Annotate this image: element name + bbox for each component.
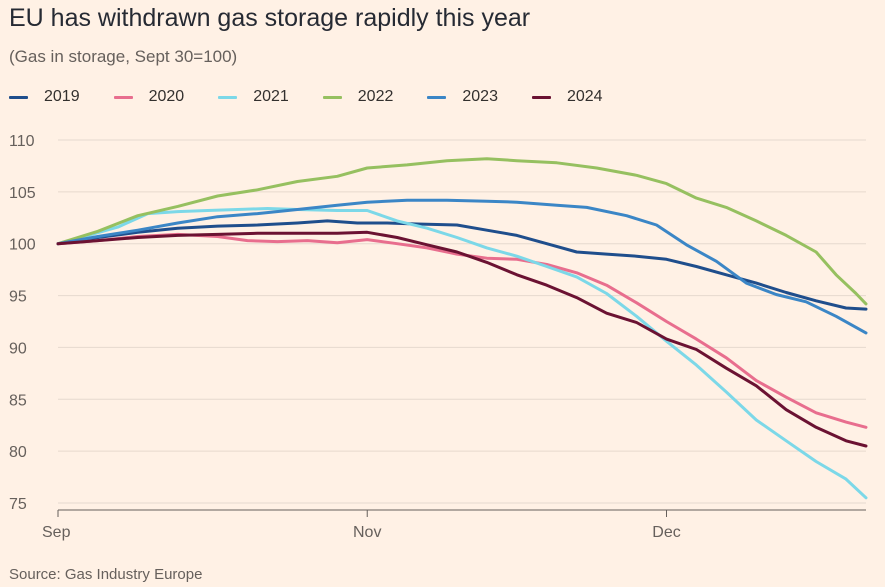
chart-subtitle: (Gas in storage, Sept 30=100) (9, 47, 238, 66)
legend-label: 2021 (253, 88, 289, 105)
legend-item-2021: 2021 (218, 88, 289, 106)
source-note: Source: Gas Industry Europe (9, 566, 203, 583)
legend-item-2024: 2024 (531, 88, 603, 106)
series-line-2020 (56, 232, 868, 429)
y-tick-label: 80 (9, 444, 27, 461)
series-line-2024 (56, 230, 868, 448)
y-tick-label: 110 (9, 133, 35, 150)
legend-item-2020: 2020 (113, 88, 185, 106)
y-tick-label: 95 (9, 289, 27, 306)
y-tick-label: 75 (9, 496, 27, 513)
legend-swatch (9, 95, 28, 99)
legend-item-2019: 2019 (9, 88, 80, 106)
legend-label: 2023 (462, 88, 498, 105)
x-tick-label: Nov (353, 524, 381, 541)
legend-label: 2020 (148, 88, 185, 105)
y-tick-label: 85 (9, 392, 27, 409)
series-line-2022 (56, 157, 868, 306)
series-line-2023 (56, 198, 868, 335)
series-line-2019 (56, 219, 868, 311)
y-tick-label: 90 (9, 340, 27, 357)
y-tick-label: 100 (9, 237, 36, 254)
legend-item-2022: 2022 (322, 88, 394, 106)
legend-label: 2022 (357, 88, 394, 105)
series-lines (56, 157, 868, 500)
gridlines (58, 139, 866, 504)
x-axis: Sep Nov Dec (42, 509, 866, 541)
legend-swatch (113, 95, 133, 99)
y-axis-ticks: 75 80 85 90 95 100 105 110 (9, 133, 36, 513)
series-line-2021 (56, 207, 868, 500)
legend-label: 2019 (44, 88, 80, 105)
chart-title: EU has withdrawn gas storage rapidly thi… (9, 4, 531, 32)
legend-swatch (531, 95, 551, 99)
legend-swatch (218, 95, 238, 99)
legend-swatch (427, 95, 447, 99)
x-tick-label: Sep (42, 524, 71, 541)
legend-swatch (322, 95, 342, 99)
chart-legend: 2019 2020 2021 2022 2023 2024 (9, 86, 637, 108)
y-tick-label: 105 (9, 185, 36, 202)
legend-item-2023: 2023 (427, 88, 498, 106)
x-tick-label: Dec (652, 524, 680, 541)
legend-label: 2024 (566, 88, 603, 105)
